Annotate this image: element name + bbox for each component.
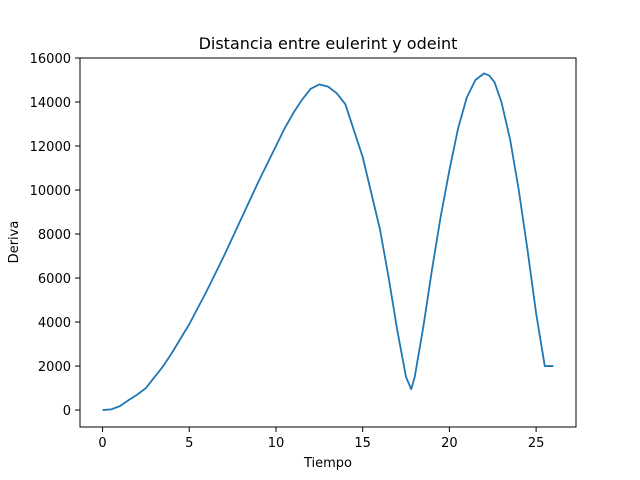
plot-frame (79, 57, 577, 428)
x-tick-label: 20 (441, 436, 458, 451)
y-tick-label: 16000 (30, 52, 71, 67)
x-tick-label: 25 (528, 436, 545, 451)
chart-title: Distancia entre eulerint y odeint (199, 34, 458, 53)
x-tick-label: 10 (268, 436, 285, 451)
y-tick-label: 12000 (30, 140, 71, 155)
y-tick-label: 8000 (38, 228, 71, 243)
x-axis: 0 5 10 15 20 25 (98, 427, 544, 451)
y-tick-label: 2000 (38, 360, 71, 375)
y-axis-label: Deriva (7, 221, 22, 264)
x-axis-label: Tiempo (303, 456, 352, 471)
y-tick-label: 4000 (38, 316, 71, 331)
plot-area (102, 72, 554, 411)
x-tick-label: 15 (354, 436, 371, 451)
y-tick-label: 14000 (30, 96, 71, 111)
y-tick-label: 0 (63, 404, 71, 419)
x-tick-label: 0 (98, 436, 106, 451)
y-axis: 0 2000 4000 6000 8000 10000 12000 14000 16000 (30, 52, 80, 419)
y-tick-label: 6000 (38, 272, 71, 287)
y-tick-label: 10000 (30, 184, 71, 199)
x-tick-label: 5 (185, 436, 193, 451)
series-line-0 (102, 72, 554, 411)
